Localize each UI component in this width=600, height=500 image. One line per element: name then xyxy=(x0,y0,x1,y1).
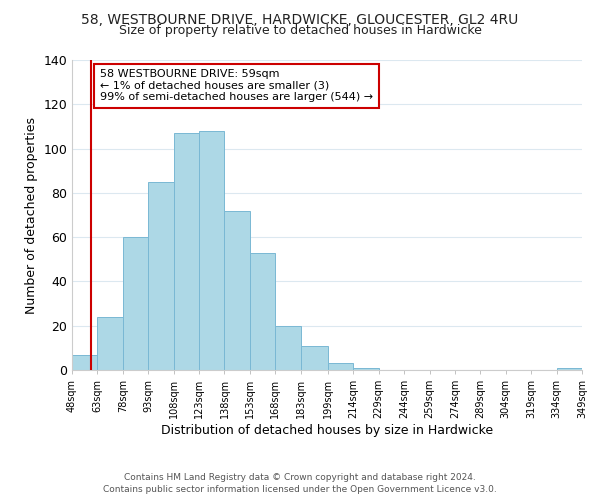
Bar xyxy=(199,131,224,370)
Bar xyxy=(353,368,379,370)
Bar xyxy=(148,182,173,370)
Bar xyxy=(250,252,275,370)
Text: 58 WESTBOURNE DRIVE: 59sqm
← 1% of detached houses are smaller (3)
99% of semi-d: 58 WESTBOURNE DRIVE: 59sqm ← 1% of detac… xyxy=(100,70,373,102)
Bar xyxy=(97,317,123,370)
Text: Size of property relative to detached houses in Hardwicke: Size of property relative to detached ho… xyxy=(119,24,481,37)
Text: Contains HM Land Registry data © Crown copyright and database right 2024.
Contai: Contains HM Land Registry data © Crown c… xyxy=(103,472,497,494)
X-axis label: Distribution of detached houses by size in Hardwicke: Distribution of detached houses by size … xyxy=(161,424,493,437)
Bar xyxy=(72,354,97,370)
Bar xyxy=(301,346,328,370)
Bar xyxy=(224,210,250,370)
Bar xyxy=(173,133,199,370)
Text: 58, WESTBOURNE DRIVE, HARDWICKE, GLOUCESTER, GL2 4RU: 58, WESTBOURNE DRIVE, HARDWICKE, GLOUCES… xyxy=(82,12,518,26)
Bar xyxy=(328,364,353,370)
Y-axis label: Number of detached properties: Number of detached properties xyxy=(25,116,38,314)
Bar xyxy=(123,237,148,370)
Bar xyxy=(557,368,582,370)
Bar xyxy=(275,326,301,370)
